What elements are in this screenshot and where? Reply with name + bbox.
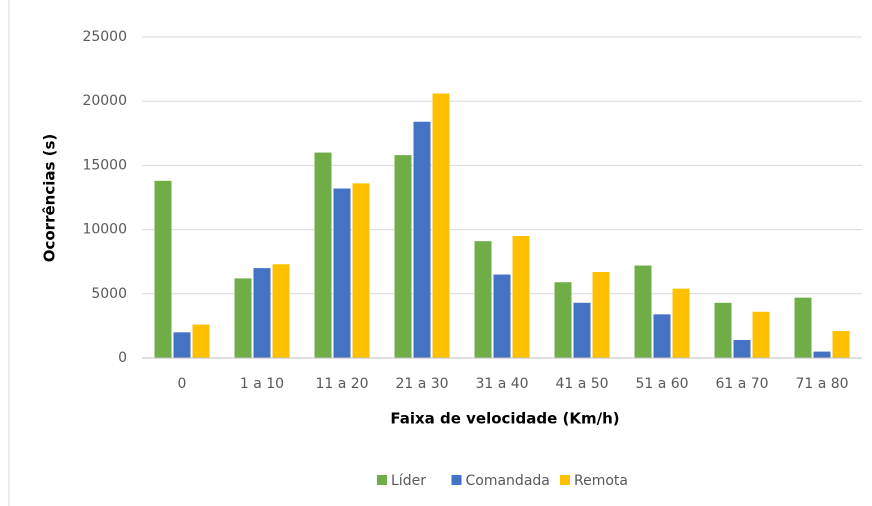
bar [634,265,652,358]
x-tick-label: 0 [178,376,187,392]
bar [474,241,492,358]
bar [592,271,610,358]
x-tick-label: 71 a 80 [795,376,848,392]
bar [672,288,690,358]
chart-frame [8,0,10,506]
bar [173,332,191,358]
bar [653,314,671,358]
bar [352,183,370,358]
bar [394,155,412,358]
bar [714,302,732,358]
legend-label: Remota [574,473,628,489]
bar [493,274,511,358]
x-tick-label: 11 a 20 [315,376,368,392]
y-tick-label: 20000 [82,93,127,109]
y-tick-label: 0 [118,350,127,366]
y-tick-label: 5000 [91,286,127,302]
bar [752,311,770,358]
legend-swatch [451,475,462,485]
x-tick-label: 61 a 70 [715,376,768,392]
bar [832,331,850,358]
bar [234,278,252,358]
x-tick-label: 51 a 60 [635,376,688,392]
x-tick-label: 1 a 10 [240,376,284,392]
bar [192,324,210,358]
bar [432,93,450,358]
y-tick-label: 10000 [82,222,127,238]
legend-label: Comandada [466,473,550,489]
bar [154,180,172,358]
x-tick-label: 41 a 50 [555,376,608,392]
legend-swatch [377,475,387,485]
bar [554,282,572,358]
bar [573,302,591,358]
y-tick-label: 25000 [82,29,127,45]
bar [272,264,290,358]
bar [512,236,530,358]
y-tick-label: 15000 [82,157,127,173]
bar [333,188,351,358]
bar [794,297,812,358]
x-tick-label: 21 a 30 [395,376,448,392]
y-axis-title: Ocorrências (s) [41,134,59,263]
legend-swatch [560,475,570,485]
bar [813,351,831,358]
legend-label: Líder [391,473,426,489]
x-tick-label: 31 a 40 [475,376,528,392]
bar [733,340,751,358]
bar [253,268,271,358]
bar [314,152,332,358]
x-axis-title: Faixa de velocidade (Km/h) [390,410,619,428]
bar [413,121,431,358]
